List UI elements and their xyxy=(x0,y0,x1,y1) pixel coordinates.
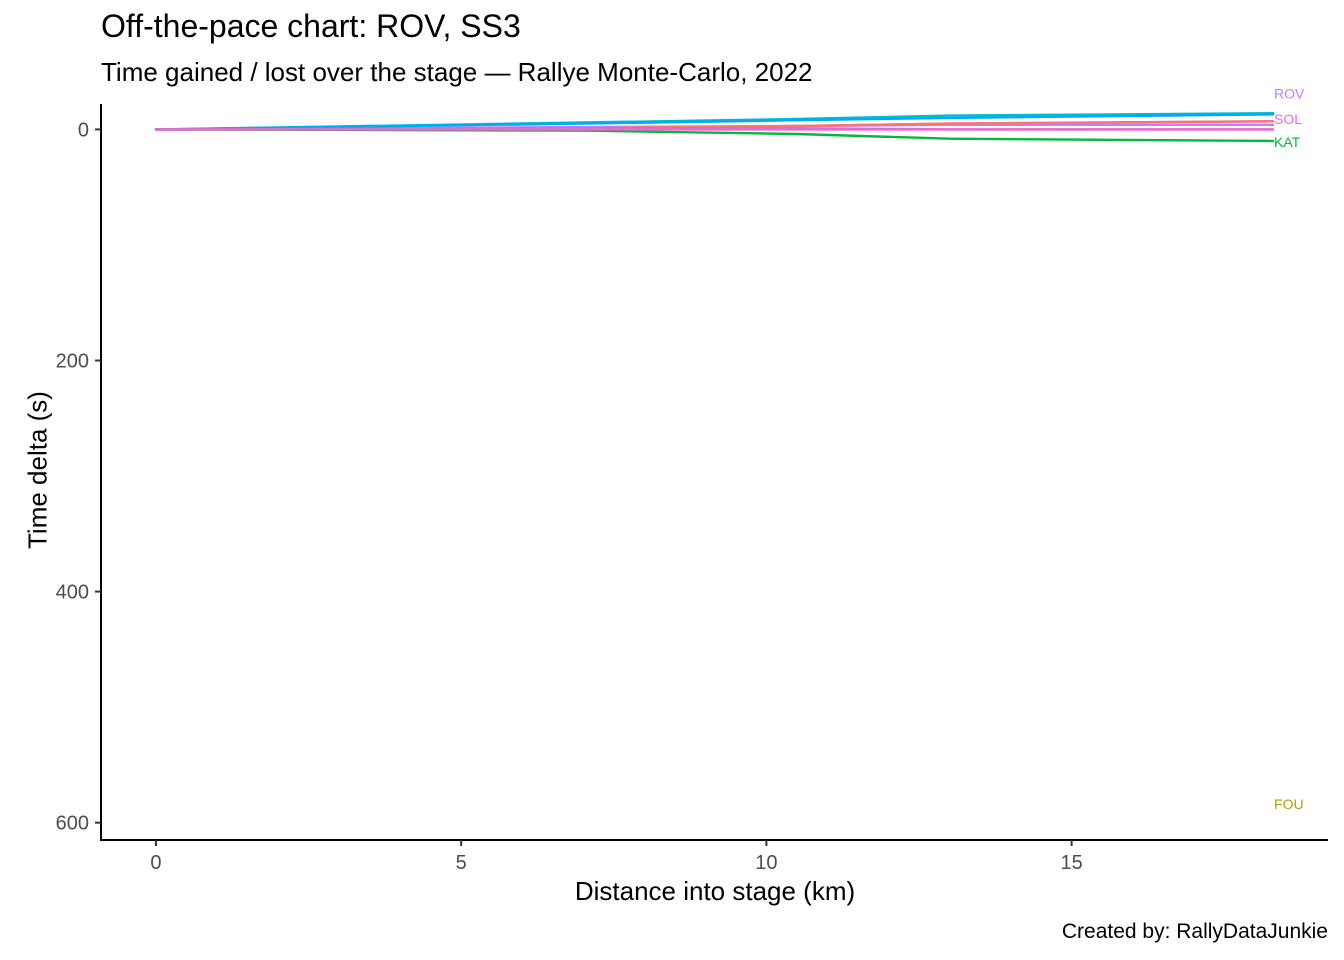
series-line-unlabeled-6 xyxy=(154,113,1275,131)
axes: 0 200 400 600 0 5 10 15 xyxy=(56,104,1328,874)
series-lines xyxy=(154,111,1275,143)
series-label-rov: ROV xyxy=(1274,86,1305,102)
y-axis-label: Time delta (s) xyxy=(22,391,53,549)
series-end-labels: FOU ROV SOL KAT xyxy=(1274,86,1305,813)
x-tick-label: 10 xyxy=(755,852,777,874)
series-label-sol: SOL xyxy=(1274,111,1302,127)
x-tick-label: 5 xyxy=(456,852,467,874)
caption: Created by: RallyDataJunkie xyxy=(1061,920,1328,943)
y-tick-label: 0 xyxy=(78,119,89,141)
series-line-kat xyxy=(154,128,1275,143)
y-tick-label: 600 xyxy=(56,813,89,835)
x-tick-label: 0 xyxy=(150,852,161,874)
x-tick-label: 15 xyxy=(1060,852,1082,874)
series-label-kat: KAT xyxy=(1274,134,1301,150)
chart-subtitle: Time gained / lost over the stage — Rall… xyxy=(101,57,813,87)
chart-title: Off-the-pace chart: ROV, SS3 xyxy=(101,8,521,44)
y-tick-label: 400 xyxy=(56,582,89,604)
x-axis-label: Distance into stage (km) xyxy=(574,876,856,906)
series-label-fou: FOU xyxy=(1274,796,1304,812)
y-tick-label: 200 xyxy=(56,351,89,373)
